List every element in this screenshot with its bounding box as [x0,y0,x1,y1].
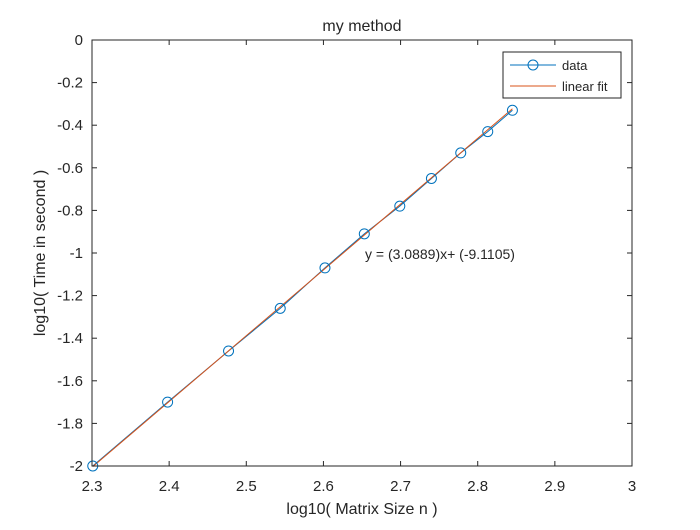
legend: data linear fit [502,51,622,99]
y-tick-label: -1.8 [57,415,83,432]
y-tick-label: -1.6 [57,373,83,390]
y-tick-label: -1 [70,245,83,262]
y-tick-label: -0.4 [57,117,83,134]
y-tick-label: -1.2 [57,288,83,305]
data-point-marker [162,396,174,408]
data-point-marker [319,262,331,274]
x-tick-label: 2.3 [82,478,103,495]
x-tick-label: 2.8 [467,478,488,495]
data-markers [87,104,518,472]
linear-fit-line [92,108,513,468]
axis-ticks: 2.3 2.4 2.5 2.6 2.7 2.8 2.9 3 -2 -1.8 -1.6 -1.4 -1.2… [57,32,636,495]
data-point-marker [506,104,518,116]
x-tick-label: 3 [628,478,636,495]
y-axis-label: log10( Time in second ) [32,170,49,336]
y-tick-label: -0.2 [57,75,83,92]
plot-area [92,40,632,466]
series-lines [92,108,513,468]
x-tick-label: 2.6 [313,478,334,495]
plot-background [92,40,632,466]
legend-data-marker [527,59,539,71]
x-tick-label: 2.7 [390,478,411,495]
data-point-marker [274,302,286,314]
data-point-marker [223,345,235,357]
y-tick-label: -2 [70,458,83,475]
data-point-marker [394,200,406,212]
y-tick-label: -0.8 [57,202,83,219]
x-tick-label: 2.4 [159,478,180,495]
y-tick-label: -1.4 [57,330,83,347]
y-tick-label: -0.6 [57,160,83,177]
legend-fit-label: linear fit [562,79,608,94]
x-tick-label: 2.9 [544,478,565,495]
data-point-marker [455,147,467,159]
data-point-marker [425,172,437,184]
chart-title: my method [322,18,401,35]
data-point-marker [482,126,494,138]
data-point-marker [358,228,370,240]
legend-box [502,51,622,99]
fit-equation-annotation: y = (3.0889)x+ (-9.1105) [365,246,515,262]
y-tick-label: 0 [75,32,83,49]
legend-data-label: data [562,58,588,73]
x-tick-label: 2.5 [236,478,257,495]
x-axis-label: log10( Matrix Size n ) [286,501,437,518]
